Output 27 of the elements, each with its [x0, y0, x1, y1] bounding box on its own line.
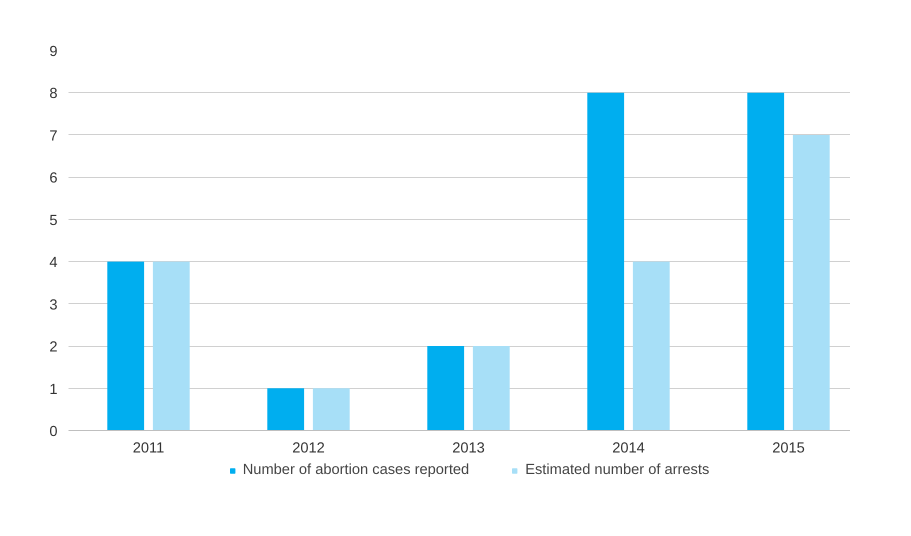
- y-tick-label: 9: [49, 44, 58, 60]
- x-tick-label: 2014: [612, 440, 645, 456]
- y-tick-label: 2: [49, 340, 58, 356]
- x-tick-label: 2012: [292, 440, 325, 456]
- bar: [632, 262, 670, 430]
- y-tick-label: 8: [49, 86, 58, 102]
- y-tick-label: 0: [49, 424, 58, 440]
- bar: [427, 346, 464, 430]
- x-tick-label: 2015: [772, 440, 805, 456]
- bar: [587, 92, 624, 430]
- y-tick-label: 7: [49, 128, 58, 144]
- bar: [472, 346, 510, 430]
- bar: [267, 388, 304, 430]
- x-tick-label: 2011: [132, 440, 164, 456]
- legend-label: Estimated number of arrests: [525, 462, 710, 478]
- y-tick-label: 6: [49, 170, 58, 187]
- bar: [792, 134, 830, 430]
- y-tick-label: 3: [49, 297, 58, 314]
- bar: [107, 262, 144, 430]
- legend-label: Number of abortion cases reported: [242, 462, 470, 478]
- y-tick-label: 1: [49, 382, 58, 398]
- bar: [152, 262, 190, 430]
- bar: [747, 92, 784, 430]
- y-tick-label: 4: [49, 255, 58, 272]
- bar: [312, 388, 350, 430]
- x-tick-label: 2013: [452, 440, 485, 456]
- y-tick-label: 5: [49, 212, 58, 229]
